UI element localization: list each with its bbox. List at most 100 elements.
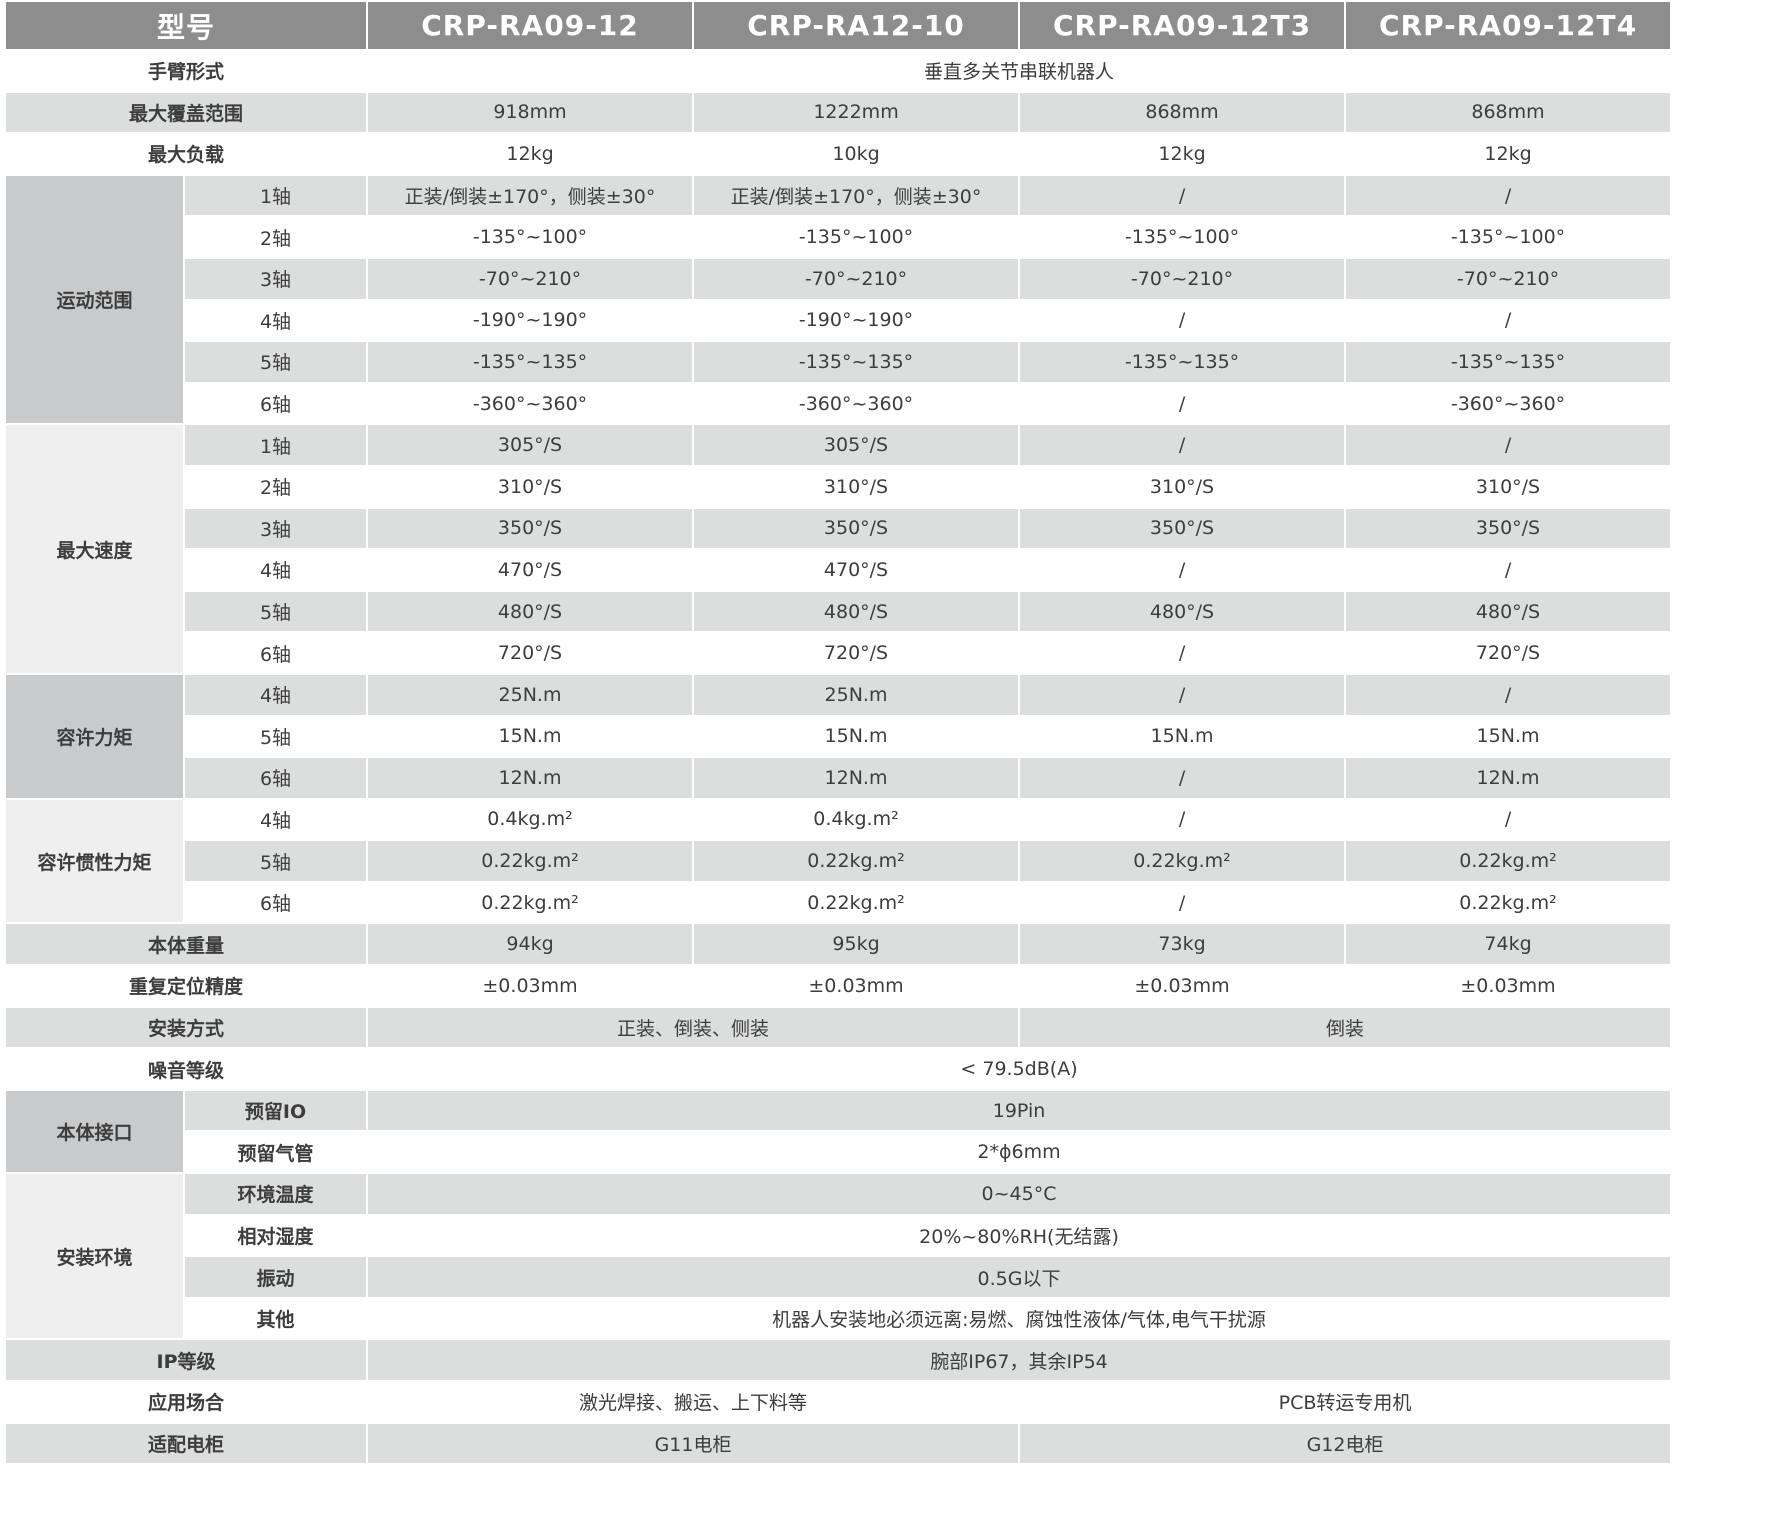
table-row: 安装环境 环境温度 0~45°C	[4, 1172, 1673, 1341]
spec-value: 20%~80%RH(无结露)	[366, 1213, 1673, 1258]
spec-value: /	[1344, 797, 1673, 842]
spec-value: 470°/S	[366, 548, 695, 592]
sub-label: 5轴	[182, 714, 369, 759]
spec-value: -70°~210°	[366, 256, 695, 301]
spec-value: ±0.03mm	[366, 964, 695, 1008]
sub-label: 1轴	[182, 173, 369, 218]
spec-value: -135°~100°	[366, 215, 695, 259]
spec-value: -135°~100°	[1018, 215, 1347, 259]
spec-value: -190°~190°	[366, 298, 695, 343]
table-row: 相对湿度 20%~80%RH(无结露)	[5, 1213, 1673, 1258]
model-header: CRP-RA09-12T4	[1344, 0, 1673, 51]
sub-label: 5轴	[182, 589, 369, 634]
spec-value: 95kg	[692, 922, 1021, 967]
spec-value: 0.22kg.m²	[1344, 880, 1673, 925]
spec-value: /	[1018, 173, 1347, 218]
table-row: 6轴 0.22kg.m² 0.22kg.m²/0.22kg.m²	[5, 880, 1673, 925]
spec-value: 垂直多关节串联机器人	[366, 49, 1673, 93]
table-row: 4轴 -190°~190° -190°~190° / /	[5, 298, 1673, 343]
table-row: 容许力矩 4轴 25N.m 25N.m / /	[4, 672, 1673, 800]
spec-value: 305°/S	[692, 423, 1021, 467]
spec-value: 19Pin	[366, 1088, 1673, 1133]
spec-value: 12N.m	[1344, 756, 1673, 800]
group-label: 容许惯性力矩	[4, 797, 185, 925]
row-label: 本体重量	[3, 922, 369, 967]
spec-value: 正装/倒装±170°，侧装±30°	[692, 173, 1021, 218]
spec-value: -135°~100°	[1344, 215, 1673, 259]
spec-value: 720°/S	[692, 631, 1021, 675]
spec-value: 0.22kg.m²	[366, 839, 695, 883]
spec-value: /	[1018, 631, 1347, 675]
spec-value: 0~45°C	[366, 1172, 1673, 1216]
spec-value: -135°~135°	[1344, 340, 1673, 384]
spec-value: 12kg	[1344, 132, 1673, 176]
table-row: 振动 0.5G以下	[5, 1255, 1673, 1299]
spec-value: 12kg	[366, 132, 695, 176]
spec-value: 正装/倒装±170°，侧装±30°	[366, 173, 695, 218]
table-row: 5轴 480°/S 480°/S 480°/S 480°/S	[5, 589, 1673, 634]
group-label: 安装环境	[4, 1172, 185, 1341]
row-label: 适配电柜	[3, 1421, 369, 1466]
sub-label: 4轴	[182, 548, 369, 592]
spec-value: /	[1018, 880, 1347, 925]
spec-value: -360°~360°	[692, 381, 1021, 426]
table-row: 3轴 -70°~210° -70°~210° -70°~210° -70°~210°	[5, 256, 1673, 301]
spec-value: 350°/S	[366, 506, 695, 551]
sub-label: 2轴	[182, 464, 369, 509]
table-row: 6轴 -360°~360° -360°~360° / -360°~360°	[5, 381, 1673, 426]
spec-value: G12电柜	[1018, 1421, 1673, 1466]
spec-value: -190°~190°	[692, 298, 1021, 343]
spec-value: /	[1018, 672, 1347, 717]
sub-label: 6轴	[182, 756, 369, 800]
spec-value: -135°~135°	[1018, 340, 1347, 384]
spec-value: 350°/S	[692, 506, 1021, 551]
spec-value: < 79.5dB(A)	[366, 1047, 1673, 1091]
spec-value: 0.4kg.m²	[692, 797, 1021, 842]
spec-value: 310°/S	[366, 464, 695, 509]
spec-value: 73kg	[1018, 922, 1347, 967]
table-row: 最大覆盖范围 918mm 1222mm 868mm 868mm	[3, 90, 1673, 135]
spec-value: -70°~210°	[1018, 256, 1347, 301]
group-label: 本体接口	[4, 1088, 185, 1175]
sub-label: 4轴	[182, 672, 369, 717]
spec-value: 74kg	[1344, 922, 1673, 967]
spec-value: -70°~210°	[1344, 256, 1673, 301]
group-label: 容许力矩	[4, 672, 185, 800]
spec-value: /	[1344, 298, 1673, 343]
sub-label: 1轴	[182, 423, 369, 467]
spec-value: 350°/S	[1018, 506, 1347, 551]
group-label: 最大速度	[4, 423, 185, 675]
model-header-label: 型号	[3, 0, 369, 51]
spec-value: 激光焊接、搬运、上下料等	[366, 1380, 1021, 1424]
spec-value: /	[1018, 756, 1347, 800]
table-row: 容许惯性力矩 4轴 0.4kg.m² 0.4kg.m² / /	[4, 797, 1673, 925]
spec-value: 15N.m	[366, 714, 695, 759]
table-row: 3轴 350°/S 350°/S 350°/S 350°/S	[5, 506, 1673, 551]
table-row: 4轴 470°/S 470°/S / /	[5, 548, 1673, 592]
spec-value: ±0.03mm	[1344, 964, 1673, 1008]
table-row: 5轴 15N.m 15N.m 15N.m 15N.m	[5, 714, 1673, 759]
spec-value: /	[1018, 381, 1347, 426]
spec-value: 310°/S	[1018, 464, 1347, 509]
row-label: 噪音等级	[3, 1047, 369, 1091]
group-label: 运动范围	[4, 173, 185, 426]
sub-label: 6轴	[182, 880, 369, 925]
model-header: CRP-RA09-12T3	[1018, 0, 1347, 51]
table-row: 5轴 -135°~135° -135°~135° -135°~135° -135°~13…	[5, 340, 1673, 384]
row-label: 最大覆盖范围	[3, 90, 369, 135]
row-label: 手臂形式	[3, 49, 369, 93]
spec-value: 2*ϕ6mm	[366, 1130, 1673, 1175]
spec-value: 350°/S	[1344, 506, 1673, 551]
spec-value: 15N.m	[1018, 714, 1347, 759]
sub-label: 3轴	[182, 506, 369, 551]
table-row: 最大速度 1轴 305°/S 305°/S / /	[4, 423, 1673, 675]
row-label: 应用场合	[3, 1380, 369, 1424]
model-header: CRP-RA12-10	[692, 0, 1021, 51]
row-label: IP等级	[3, 1338, 369, 1382]
spec-value: 正装、倒装、侧装	[366, 1005, 1021, 1050]
spec-value: 310°/S	[692, 464, 1021, 509]
table-row: 2轴 -135°~100° -135°~100° -135°~100° -135°~10…	[5, 215, 1673, 259]
sub-label: 振动	[182, 1255, 369, 1299]
sub-label: 6轴	[182, 631, 369, 675]
spec-value: 0.5G以下	[366, 1255, 1673, 1299]
